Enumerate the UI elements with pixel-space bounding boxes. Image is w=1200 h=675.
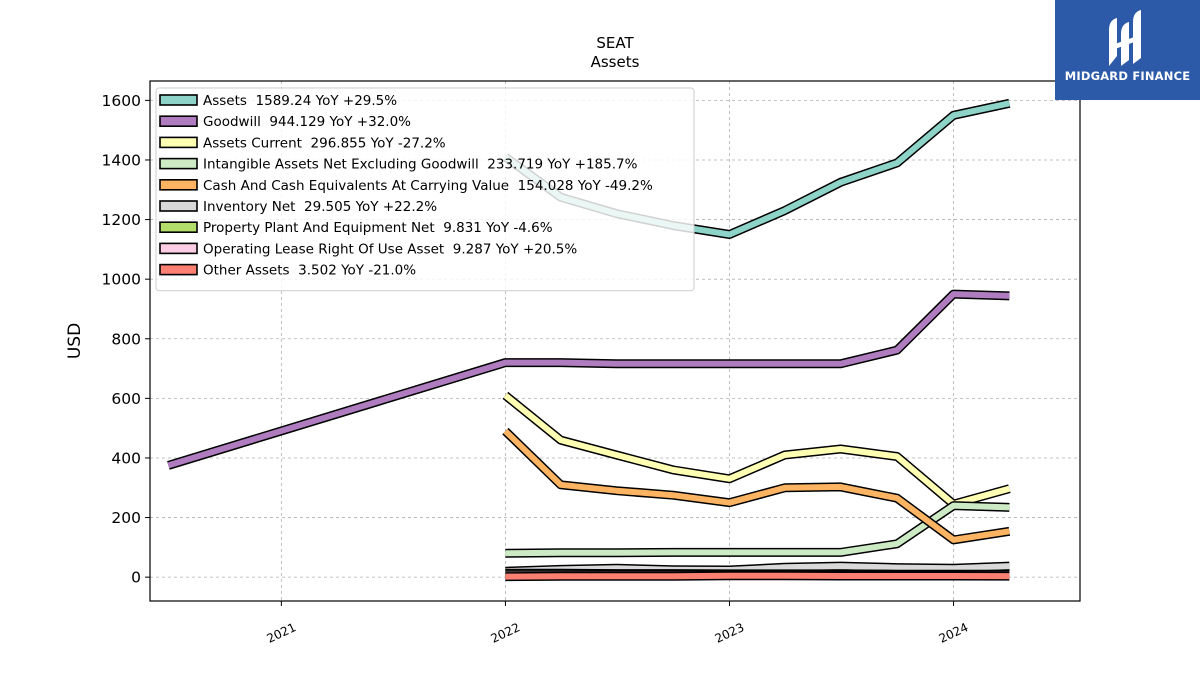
legend-label: Cash And Cash Equivalents At Carrying Va…: [203, 178, 653, 194]
y-tick-label: 1200: [102, 211, 141, 229]
y-tick-label: 800: [111, 330, 141, 348]
y-tick-label: 0: [131, 569, 141, 587]
series-line: [167, 291, 1010, 469]
legend-label: Assets 1589.24 YoY +29.5%: [203, 93, 397, 109]
y-axis: 0 200 400 600 800 1000 1200 1400 1600: [102, 92, 150, 587]
legend-swatch: [159, 94, 198, 106]
series-line: [505, 502, 1010, 557]
y-tick-label: 1600: [102, 92, 141, 110]
x-tick-label: 2023: [713, 620, 747, 646]
legend-swatch: [159, 221, 198, 233]
series-line: [505, 563, 1010, 575]
legend-label: Assets Current 296.855 YoY -27.2%: [203, 135, 446, 151]
legend-swatch: [159, 179, 198, 191]
y-axis-label: USD: [65, 323, 85, 359]
y-tick-label: 400: [111, 449, 141, 467]
legend-label: Inventory Net 29.505 YoY +22.2%: [203, 199, 437, 215]
midgard-logo-icon: [1109, 10, 1141, 66]
legend-label: Intangible Assets Net Excluding Goodwill…: [203, 157, 638, 173]
legend-label: Goodwill 944.129 YoY +32.0%: [203, 114, 411, 130]
legend-swatch: [159, 263, 198, 276]
legend-label: Operating Lease Right Of Use Asset 9.287…: [203, 241, 577, 257]
y-tick-label: 1000: [102, 271, 141, 289]
series-line-outline: [167, 289, 1010, 470]
x-tick-label: 2024: [937, 620, 971, 646]
series-line: [503, 393, 1011, 508]
legend-swatch: [159, 157, 198, 170]
legend-box: [155, 87, 695, 292]
series-line: [503, 428, 1010, 543]
x-tick-label: 2022: [489, 620, 523, 646]
brand-logo: MIDGARD FINANCE: [1055, 0, 1200, 100]
legend-swatch: [159, 115, 198, 127]
chart-subtitle: Assets: [591, 53, 640, 71]
legend: Assets 1589.24 YoY +29.5% Goodwill 944.12…: [155, 87, 695, 292]
brand-logo-text: MIDGARD FINANCE: [1064, 69, 1191, 83]
x-tick-label: 2021: [265, 620, 299, 646]
y-tick-label: 600: [111, 390, 141, 408]
legend-swatch: [159, 242, 198, 255]
y-tick-label: 1400: [102, 151, 141, 169]
legend-swatch: [159, 200, 198, 212]
legend-swatch: [159, 136, 198, 149]
series-line: [505, 572, 1010, 580]
y-tick-label: 200: [111, 509, 141, 527]
x-axis: 2021 2022 2023 2024: [265, 601, 971, 646]
plot-frame: [149, 80, 1081, 602]
chart-title: SEAT: [596, 34, 634, 52]
legend-label: Other Assets 3.502 YoY -21.0%: [203, 263, 416, 279]
legend-label: Property Plant And Equipment Net 9.831 Y…: [203, 220, 553, 236]
